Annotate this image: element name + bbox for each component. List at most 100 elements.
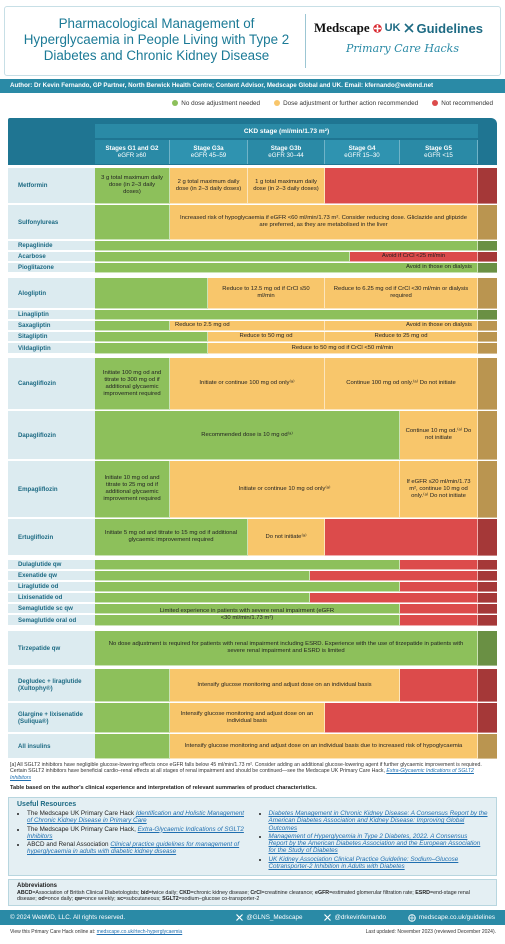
stage-header: Stage G4 eGFR 15–30 [325, 140, 400, 164]
stage-name: Stage G3a [193, 144, 224, 152]
row-bevel [478, 560, 497, 570]
logo-guidelines: Guidelines [416, 20, 483, 36]
resource-prefix: ABCD and Renal Association [27, 841, 111, 849]
resource-link[interactable]: Extra-Glycaemic Indications of SGLT2 Inh… [27, 825, 244, 840]
cell-text: Avoid in those on dialysis [405, 264, 472, 270]
logo-medscape: Medscape [314, 20, 370, 35]
status-cell [95, 332, 208, 342]
legend-label: Dose adjustment or further action recomm… [283, 99, 419, 107]
abbr-term: CKD [179, 889, 191, 896]
status-cell [95, 321, 170, 331]
handle-2[interactable]: @drkevinfernando [334, 914, 387, 921]
cell-text: Reduce to 12.5 mg od if CrCl ≤50 ml/min [222, 286, 310, 299]
status-cell: Recommended dose is 10 mg od⁽ᵃ⁾ [95, 411, 400, 460]
abbr-term: sc [117, 896, 124, 903]
status-cell [95, 205, 170, 240]
resource-link[interactable]: Clinical practice guidelines for managem… [27, 841, 240, 856]
online-link[interactable]: medscape.co.uk/rtech-hyperglycaemia [96, 929, 183, 935]
ckd-header: CKD stage (ml/min/1.73 m²) [95, 124, 478, 138]
x-logo [324, 914, 332, 921]
row-bevel [478, 263, 497, 273]
row-bevel [478, 343, 497, 354]
legend-dot [432, 100, 439, 106]
online-prefix: View this Primary Care Hack online at: [10, 929, 97, 935]
globe-icon [408, 913, 416, 922]
footnote-link[interactable]: Extra-Glycaemic Indications of SGLT2 Inh… [10, 768, 474, 781]
legend-dot [274, 100, 281, 106]
status-cell: Avoid in those on dialysis [325, 321, 478, 331]
status-cell: Intensify glucose monitoring and adjust … [170, 703, 325, 733]
abbr-term: bid [140, 889, 149, 896]
resource-link[interactable]: Identification and Holistic Management o… [27, 810, 245, 825]
title: Pharmacological Management of Hyperglyca… [23, 16, 290, 63]
abbreviations-body: ABCD=Association of British Clinical Dia… [17, 890, 488, 903]
bottom-line: View this Primary Care Hack online at: m… [10, 929, 496, 935]
abbr-definition: =estimated glomerular filtration rate; [329, 889, 416, 896]
abbr-term: od [38, 896, 45, 903]
cell-text: Reduce to 50 mg od [239, 333, 293, 339]
status-cell [310, 571, 478, 581]
stage-egfr: eGFR 15–30 [344, 152, 380, 159]
drug-label: Semaglutide oral od [8, 615, 95, 626]
status-cell [95, 582, 400, 592]
abbr-term: ESRD [415, 889, 430, 896]
status-cell: Reduce to 50 mg od [208, 332, 325, 342]
updated: Last updated: November 2023 (reviewed De… [365, 929, 496, 935]
resource-item: Management of Hyperglycemia in Type 2 Di… [269, 833, 489, 855]
row-bevel [478, 593, 497, 603]
row-bevel [478, 615, 497, 626]
status-cell: 2 g total maximum daily dose (in 2–3 dai… [170, 168, 248, 204]
resource-link[interactable]: Diabetes Management in Chronic Kidney Di… [268, 810, 488, 832]
status-cell: Reduce to 6.25 mg od if CrCl <30 ml/min … [325, 278, 478, 309]
drug-label: Exenatide qw [8, 571, 95, 581]
status-cell [95, 615, 400, 626]
status-cell: Increased risk of hypoglycaemia if eGFR … [170, 205, 478, 240]
resource-link[interactable]: UK Kidney Association Clinical Practice … [268, 855, 459, 871]
drug-label: Canagliflozin [8, 358, 95, 410]
cell-text: Limited experience in patients with seve… [159, 608, 335, 621]
status-cell [400, 615, 478, 626]
abbr-definition: =subcutaneous; [123, 896, 163, 903]
status-cell [400, 560, 478, 570]
legend: No dose adjustment needed Dose adjustment… [0, 97, 505, 109]
status-cell [95, 571, 310, 581]
row-bevel [478, 168, 497, 204]
status-cell [310, 593, 478, 603]
abbr-definition: =end-stage renal disease; [17, 889, 470, 903]
resource-link[interactable]: Management of Hyperglycemia in Type 2 Di… [268, 832, 481, 855]
drug-label: All insulins [8, 734, 95, 759]
website[interactable]: medscape.co.uk/guidelines [419, 914, 495, 921]
cell-text: No dose adjustment is required for patie… [108, 641, 464, 654]
status-cell: 1 g total maximum daily dose (in 2–3 dai… [248, 168, 325, 204]
cell-text: Reduce to 6.25 mg od if CrCl <30 ml/min … [333, 286, 469, 299]
status-cell [95, 593, 310, 603]
abbr-term: ABCD [17, 889, 33, 896]
stage-egfr: eGFR 30–44 [268, 152, 304, 159]
drug-label: Liraglutide od [8, 582, 95, 592]
flag-icon [372, 23, 382, 33]
resources: Useful Resources The Medscape UK Primary… [8, 797, 497, 876]
status-cell: Do not initiate⁽ᵃ⁾ [248, 519, 325, 556]
status-cell [95, 343, 208, 354]
online: View this Primary Care Hack online at: m… [10, 929, 182, 935]
status-cell: Initiate or continue 10 mg od only⁽ᵃ⁾ [170, 461, 400, 518]
footnote-text: [a] All SGLT2 inhibitors have negligible… [10, 762, 482, 775]
logo: Medscape UK Guidelines Primary Care Hack… [305, 14, 500, 68]
legend-item: Not recommended [432, 100, 493, 107]
abbr-definition: =Association of British Clinical Diabeto… [32, 889, 141, 896]
tagline: Primary Care Hacks [346, 42, 459, 55]
row-bevel [478, 411, 497, 460]
row-bevel [478, 669, 497, 702]
x-icon [403, 23, 414, 33]
status-cell: Initiate 10 mg od and titrate to 25 mg o… [95, 461, 170, 518]
website-group: medscape.co.uk/guidelines [408, 913, 495, 922]
abbr-definition: =chronic kidney disease; [190, 889, 251, 896]
status-cell: No dose adjustment is required for patie… [95, 631, 478, 666]
drug-label: Sitagliptin [8, 332, 95, 342]
drug-label: Semaglutide sc qw [8, 604, 95, 614]
handle-2-group: @drkevinfernando [324, 914, 386, 921]
cell-text: Do not initiate⁽ᵃ⁾ [265, 533, 307, 540]
status-cell [95, 734, 170, 759]
handle-1[interactable]: @GLNS_Medscape [246, 914, 303, 921]
